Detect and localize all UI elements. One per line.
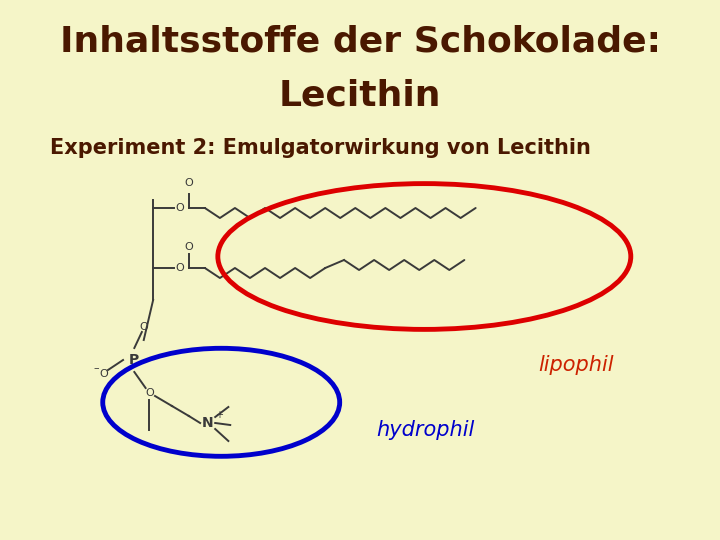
- Text: hydrophil: hydrophil: [377, 420, 475, 440]
- Text: P: P: [129, 353, 140, 367]
- Text: Inhaltsstoffe der Schokolade:: Inhaltsstoffe der Schokolade:: [60, 25, 660, 59]
- Text: Experiment 2: Emulgatorwirkung von Lecithin: Experiment 2: Emulgatorwirkung von Lecit…: [50, 138, 590, 158]
- Text: O: O: [176, 263, 184, 273]
- Text: O: O: [100, 369, 109, 379]
- Text: O: O: [184, 178, 193, 188]
- Text: O: O: [184, 242, 193, 252]
- Text: –: –: [94, 363, 99, 373]
- Text: N: N: [202, 416, 214, 430]
- Text: lipophil: lipophil: [539, 355, 614, 375]
- Text: Lecithin: Lecithin: [279, 78, 441, 112]
- Text: O: O: [145, 388, 154, 398]
- Text: +: +: [215, 410, 223, 420]
- Text: O: O: [176, 203, 184, 213]
- Text: O: O: [140, 322, 148, 332]
